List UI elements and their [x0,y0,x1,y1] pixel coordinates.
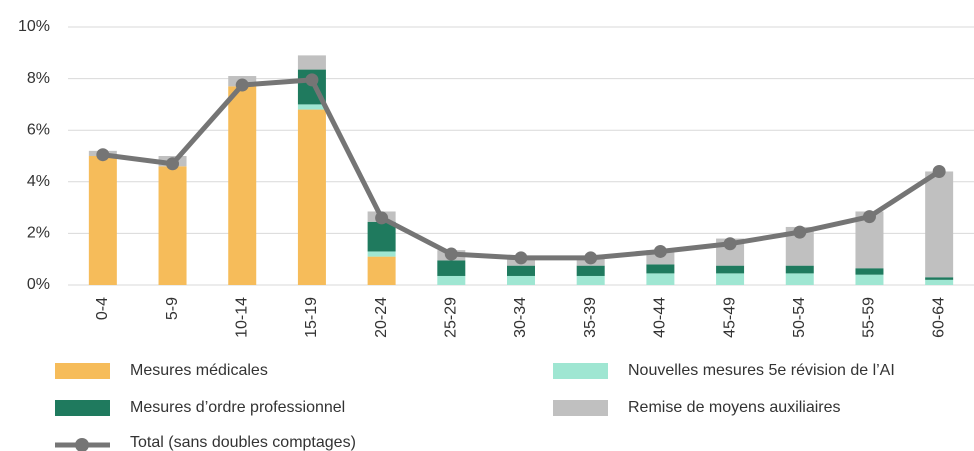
total-marker [235,78,249,92]
legend-label: Mesures d’ordre professionnel [130,399,345,416]
bar-segment [925,279,954,285]
y-tick-label: 4% [27,173,50,190]
bar-segment [437,260,466,276]
bar-segment [367,221,396,252]
total-marker [793,225,807,239]
total-marker [723,237,737,251]
x-tick-label: 10-14 [233,297,250,338]
legend-marker [75,438,89,451]
bar-segment [297,55,326,70]
bar-segment [297,109,326,285]
bar-segment [367,251,396,257]
y-tick-label: 6% [27,121,50,138]
total-marker [375,211,389,225]
bar-segment [646,273,675,285]
legend-label: Nouvelles mesures 5e révision de l’AI [628,362,895,379]
bar-segment [88,156,117,285]
total-marker [444,247,458,261]
bar-segment [507,275,535,285]
total-marker [932,164,946,178]
total-marker [96,148,110,162]
bar-segment [576,265,605,276]
total-marker [862,210,876,224]
x-tick-label: 55-59 [861,297,878,338]
x-tick-label: 45-49 [721,297,738,338]
total-marker [514,251,528,265]
legend-label: Mesures médicales [130,362,268,379]
total-marker [653,244,667,258]
bar-segment [646,264,675,274]
y-tick-label: 2% [27,225,50,242]
legend-swatch [55,363,110,379]
x-tick-label: 35-39 [582,297,599,338]
legend-label: Remise de moyens auxiliaires [628,399,841,416]
legend-swatch [553,363,608,379]
bar-segment [855,268,884,275]
legend-label: Total (sans doubles comptages) [130,434,356,451]
x-tick-label: 25-29 [443,297,460,338]
bar-segment [158,166,187,285]
bar-segment [785,265,814,274]
bar-segment [716,273,745,285]
bar-segment [925,171,954,278]
x-tick-label: 20-24 [373,297,390,338]
total-marker [166,157,180,171]
x-tick-label: 5-9 [164,297,181,320]
bar-segment [576,275,605,285]
bar-segment [855,274,884,285]
x-tick-label: 30-34 [512,297,529,338]
y-tick-label: 8% [27,70,50,87]
bar-segment [507,265,535,276]
total-marker [305,73,319,87]
bar-segment [716,265,745,274]
x-tick-label: 60-64 [930,297,947,338]
y-tick-label: 10% [18,18,50,35]
bar-segment [297,104,326,110]
x-tick-label: 50-54 [791,297,808,338]
x-tick-label: 40-44 [652,297,669,338]
legend-swatch [553,400,608,416]
bar-segment [228,86,257,285]
bar-segment [785,273,814,285]
bar-segment [437,275,466,285]
x-tick-label: 0-4 [94,297,111,320]
total-marker [584,251,598,265]
legend-swatch [55,400,110,416]
bar-segment [925,277,954,280]
x-tick-label: 15-19 [303,297,320,338]
bar-segment [367,256,396,285]
y-tick-label: 0% [27,276,50,293]
